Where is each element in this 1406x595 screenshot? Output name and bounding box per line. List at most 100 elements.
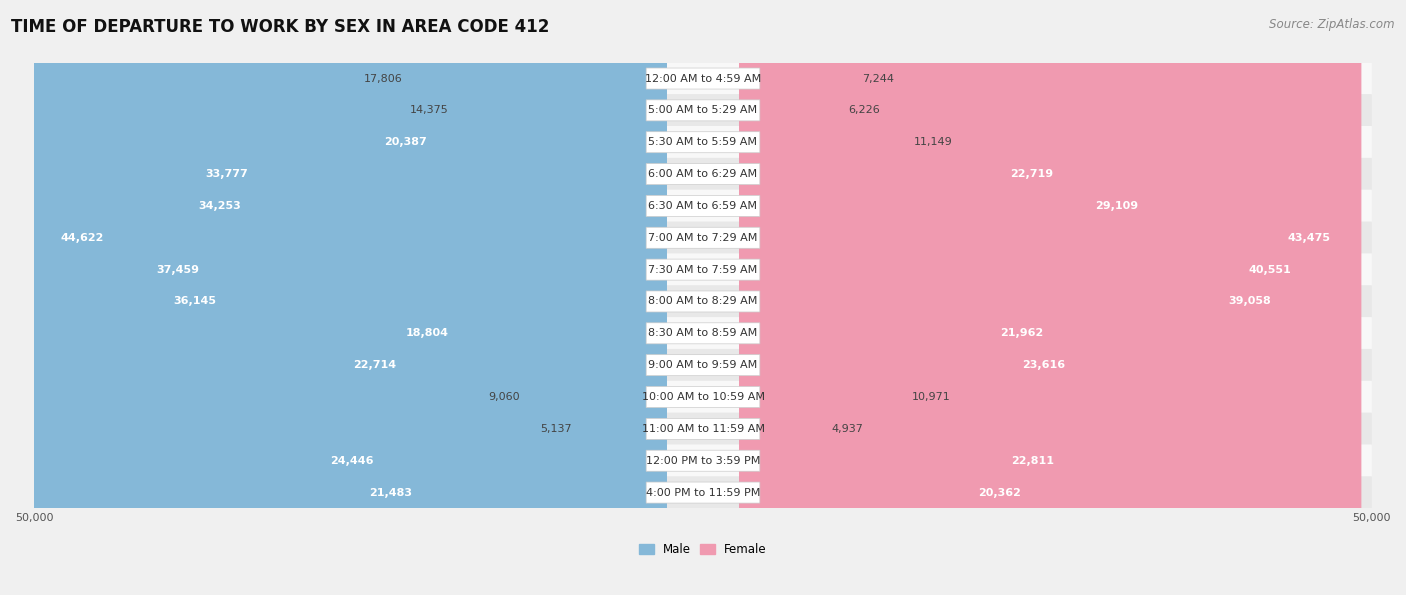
FancyBboxPatch shape (740, 0, 927, 595)
FancyBboxPatch shape (740, 0, 1361, 595)
Text: 22,811: 22,811 (1011, 456, 1054, 466)
FancyBboxPatch shape (647, 387, 759, 408)
Text: 6,226: 6,226 (848, 105, 880, 115)
Text: 9,060: 9,060 (488, 392, 520, 402)
Text: 4,937: 4,937 (831, 424, 863, 434)
Text: 22,714: 22,714 (353, 360, 396, 370)
Text: 21,962: 21,962 (1000, 328, 1043, 339)
Text: 7,244: 7,244 (862, 74, 894, 83)
FancyBboxPatch shape (434, 0, 666, 595)
FancyBboxPatch shape (339, 0, 666, 595)
FancyBboxPatch shape (557, 0, 666, 595)
Text: 5:00 AM to 5:29 AM: 5:00 AM to 5:29 AM (648, 105, 758, 115)
FancyBboxPatch shape (505, 0, 666, 595)
Text: TIME OF DEPARTURE TO WORK BY SEX IN AREA CODE 412: TIME OF DEPARTURE TO WORK BY SEX IN AREA… (11, 18, 550, 36)
Text: 8:00 AM to 8:29 AM: 8:00 AM to 8:29 AM (648, 296, 758, 306)
Text: 36,145: 36,145 (173, 296, 217, 306)
FancyBboxPatch shape (647, 195, 759, 217)
FancyBboxPatch shape (34, 94, 1372, 127)
FancyBboxPatch shape (322, 0, 666, 595)
FancyBboxPatch shape (34, 477, 1372, 509)
FancyBboxPatch shape (34, 412, 1372, 445)
FancyBboxPatch shape (740, 0, 1085, 595)
FancyBboxPatch shape (647, 355, 759, 375)
FancyBboxPatch shape (174, 0, 666, 595)
FancyBboxPatch shape (125, 0, 666, 595)
FancyBboxPatch shape (740, 0, 863, 595)
FancyBboxPatch shape (647, 450, 759, 471)
FancyBboxPatch shape (740, 0, 1095, 595)
FancyBboxPatch shape (167, 0, 666, 595)
Text: 29,109: 29,109 (1095, 201, 1139, 211)
FancyBboxPatch shape (647, 227, 759, 248)
Text: 5,137: 5,137 (540, 424, 572, 434)
FancyBboxPatch shape (34, 221, 1372, 254)
Legend: Male, Female: Male, Female (634, 538, 772, 560)
Text: 21,483: 21,483 (370, 487, 412, 497)
FancyBboxPatch shape (740, 0, 846, 595)
Text: 20,362: 20,362 (979, 487, 1022, 497)
FancyBboxPatch shape (142, 0, 666, 595)
Text: 4:00 PM to 11:59 PM: 4:00 PM to 11:59 PM (645, 487, 761, 497)
FancyBboxPatch shape (34, 349, 1372, 381)
Text: 44,622: 44,622 (60, 233, 104, 243)
FancyBboxPatch shape (740, 0, 1074, 595)
FancyBboxPatch shape (740, 0, 1302, 595)
FancyBboxPatch shape (740, 0, 1170, 595)
Text: 43,475: 43,475 (1288, 233, 1330, 243)
FancyBboxPatch shape (647, 259, 759, 280)
Text: 11,149: 11,149 (914, 137, 953, 147)
Text: 14,375: 14,375 (409, 105, 449, 115)
FancyBboxPatch shape (740, 0, 1052, 595)
Text: 10,971: 10,971 (912, 392, 950, 402)
FancyBboxPatch shape (34, 158, 1372, 190)
Text: 37,459: 37,459 (156, 265, 198, 275)
Text: 11:00 AM to 11:59 AM: 11:00 AM to 11:59 AM (641, 424, 765, 434)
FancyBboxPatch shape (34, 253, 1372, 286)
FancyBboxPatch shape (647, 482, 759, 503)
FancyBboxPatch shape (647, 323, 759, 344)
FancyBboxPatch shape (647, 100, 759, 121)
FancyBboxPatch shape (34, 62, 1372, 95)
Text: 10:00 AM to 10:59 AM: 10:00 AM to 10:59 AM (641, 392, 765, 402)
FancyBboxPatch shape (647, 418, 759, 439)
Text: 24,446: 24,446 (330, 456, 374, 466)
FancyBboxPatch shape (647, 131, 759, 153)
Text: 18,804: 18,804 (405, 328, 449, 339)
Text: 20,387: 20,387 (384, 137, 427, 147)
FancyBboxPatch shape (353, 0, 666, 595)
FancyBboxPatch shape (740, 0, 1084, 595)
FancyBboxPatch shape (299, 0, 666, 595)
FancyBboxPatch shape (34, 126, 1372, 158)
FancyBboxPatch shape (388, 0, 666, 595)
Text: 12:00 AM to 4:59 AM: 12:00 AM to 4:59 AM (645, 74, 761, 83)
Text: Source: ZipAtlas.com: Source: ZipAtlas.com (1270, 18, 1395, 31)
Text: 12:00 PM to 3:59 PM: 12:00 PM to 3:59 PM (645, 456, 761, 466)
FancyBboxPatch shape (647, 68, 759, 89)
Text: 40,551: 40,551 (1249, 265, 1292, 275)
FancyBboxPatch shape (740, 0, 1322, 595)
FancyBboxPatch shape (34, 190, 1372, 222)
FancyBboxPatch shape (647, 164, 759, 184)
FancyBboxPatch shape (374, 0, 666, 595)
FancyBboxPatch shape (740, 0, 929, 595)
FancyBboxPatch shape (34, 285, 1372, 318)
FancyBboxPatch shape (740, 0, 877, 595)
Text: 39,058: 39,058 (1229, 296, 1271, 306)
Text: 6:00 AM to 6:29 AM: 6:00 AM to 6:29 AM (648, 169, 758, 179)
Text: 22,719: 22,719 (1010, 169, 1053, 179)
FancyBboxPatch shape (30, 0, 666, 595)
FancyBboxPatch shape (34, 317, 1372, 350)
Text: 5:30 AM to 5:59 AM: 5:30 AM to 5:59 AM (648, 137, 758, 147)
FancyBboxPatch shape (34, 381, 1372, 414)
Text: 33,777: 33,777 (205, 169, 247, 179)
Text: 8:30 AM to 8:59 AM: 8:30 AM to 8:59 AM (648, 328, 758, 339)
Text: 23,616: 23,616 (1022, 360, 1064, 370)
Text: 7:00 AM to 7:29 AM: 7:00 AM to 7:29 AM (648, 233, 758, 243)
Text: 6:30 AM to 6:59 AM: 6:30 AM to 6:59 AM (648, 201, 758, 211)
Text: 7:30 AM to 7:59 AM: 7:30 AM to 7:59 AM (648, 265, 758, 275)
Text: 17,806: 17,806 (364, 74, 402, 83)
FancyBboxPatch shape (647, 291, 759, 312)
Text: 9:00 AM to 9:59 AM: 9:00 AM to 9:59 AM (648, 360, 758, 370)
Text: 34,253: 34,253 (198, 201, 242, 211)
